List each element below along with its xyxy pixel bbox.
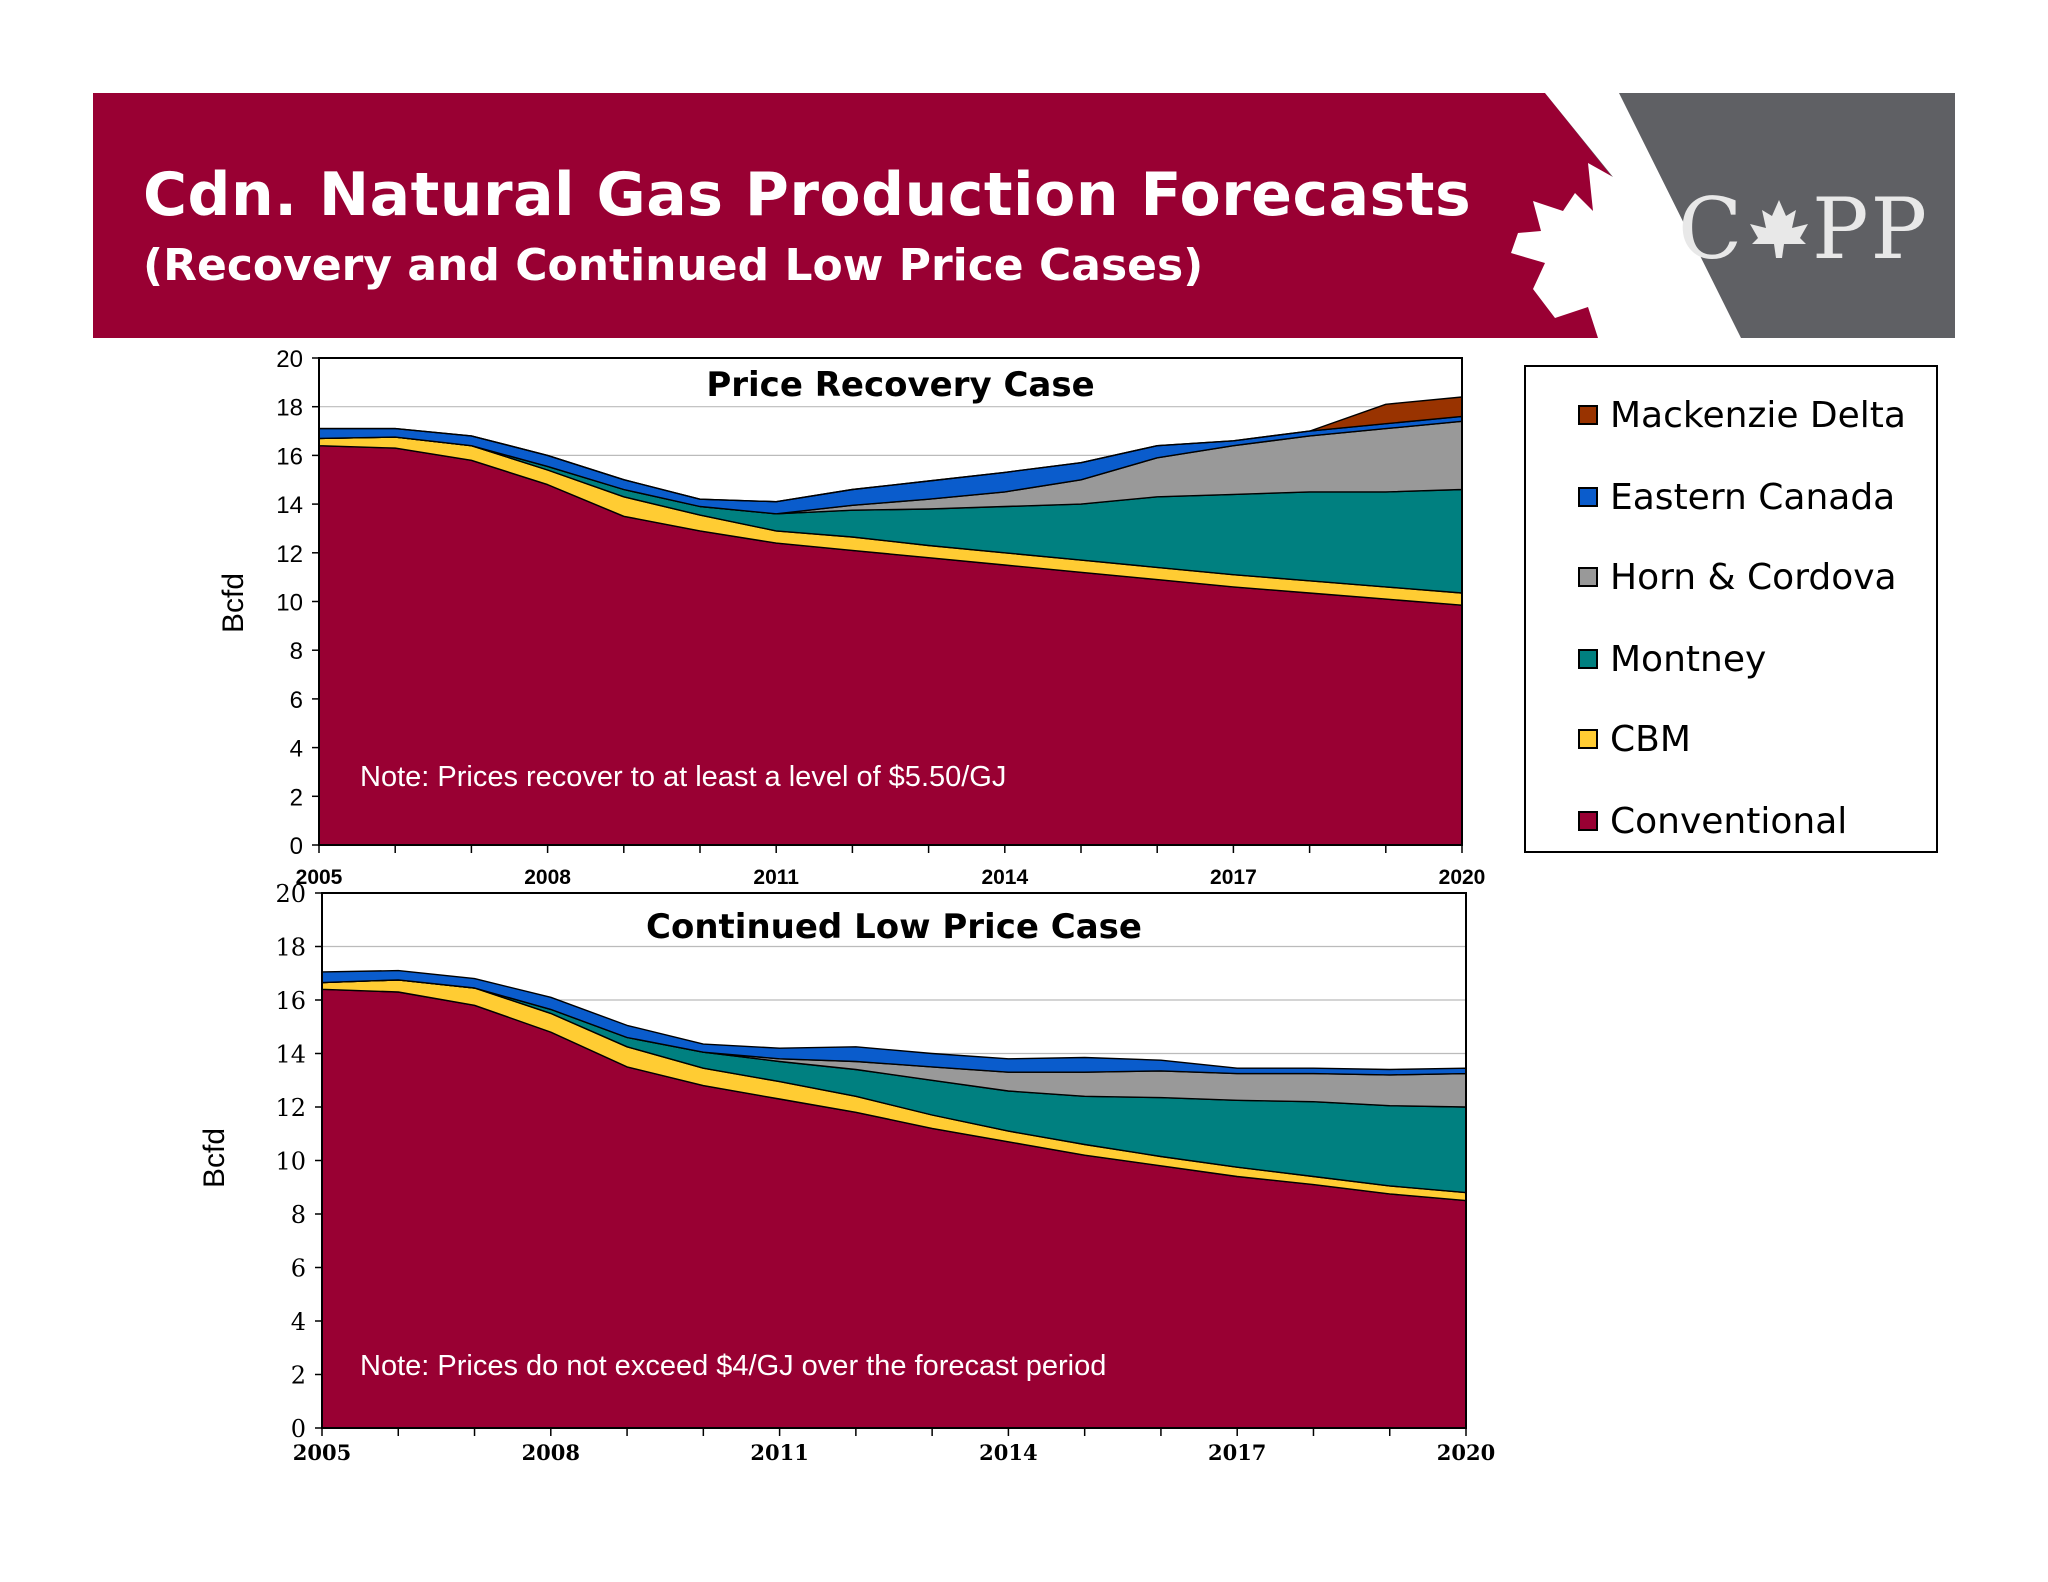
y-tick-label: 10 — [276, 590, 303, 617]
logo-letters-pp: PP — [1812, 180, 1930, 278]
logo-maple-leaf-icon — [1750, 200, 1808, 258]
legend: Mackenzie Delta Eastern Canada Horn & Cord… — [1524, 365, 1938, 853]
legend-label: Mackenzie Delta — [1610, 394, 1906, 436]
y-tick-label: 4 — [290, 736, 303, 763]
chart-note: Note: Prices recover to at least a level… — [360, 761, 1006, 793]
legend-swatch — [1578, 487, 1598, 507]
y-tick-label: 10 — [275, 1148, 306, 1176]
chart-title: Continued Low Price Case — [646, 907, 1142, 947]
chart-price-recovery: 0 2 4 6 8 10 12 14 16 18 20 2005 2008 2011 2014 2017 202… — [217, 346, 1485, 889]
x-tick-label: 2020 — [1439, 866, 1486, 889]
x-tick-label: 2014 — [979, 1440, 1037, 1465]
x-tick-label: 2008 — [524, 866, 571, 889]
y-tick-label: 20 — [276, 346, 303, 373]
legend-swatch — [1578, 729, 1598, 749]
y-tick-label: 14 — [276, 492, 303, 519]
y-axis-label: Bcfd — [217, 573, 250, 633]
y-tick-label: 16 — [276, 443, 303, 470]
x-tick-label: 2011 — [753, 866, 799, 889]
legend-item: Montney — [1578, 637, 1766, 681]
legend-swatch — [1578, 405, 1598, 425]
x-tick-label: 2005 — [296, 866, 343, 889]
y-tick-label: 0 — [291, 1415, 306, 1443]
legend-item: Eastern Canada — [1578, 475, 1895, 519]
legend-label: Conventional — [1610, 800, 1848, 842]
y-tick-label: 20 — [275, 880, 306, 908]
legend-swatch — [1578, 567, 1598, 587]
y-tick-label: 2 — [291, 1362, 306, 1390]
x-tick-label: 2017 — [1208, 1440, 1266, 1465]
chart-continued-low-price: 0 2 4 6 8 10 12 14 16 18 20 2005 2008 2011 2014 2017 202… — [198, 880, 1495, 1465]
legend-label: Montney — [1610, 638, 1767, 680]
y-tick-label: 6 — [290, 687, 303, 714]
y-axis-label: Bcfd — [198, 1128, 231, 1188]
y-tick-label: 18 — [276, 395, 303, 422]
chart-title: Price Recovery Case — [706, 365, 1094, 405]
y-tick-label: 16 — [275, 987, 306, 1015]
legend-label: Horn & Cordova — [1610, 556, 1897, 598]
x-tick-label: 2011 — [750, 1440, 808, 1465]
y-tick-label: 18 — [275, 934, 306, 962]
x-tick-label: 2005 — [293, 1440, 351, 1465]
page-subtitle: (Recovery and Continued Low Price Cases) — [143, 240, 1204, 291]
legend-label: CBM — [1610, 718, 1691, 760]
y-tick-label: 14 — [275, 1041, 306, 1069]
x-tick-label: 2008 — [522, 1440, 580, 1465]
y-tick-label: 6 — [291, 1255, 306, 1283]
y-tick-label: 4 — [291, 1308, 306, 1336]
chart-note: Note: Prices do not exceed $4/GJ over th… — [360, 1350, 1106, 1382]
legend-swatch — [1578, 649, 1598, 669]
legend-item: Conventional — [1578, 799, 1847, 843]
x-tick-label: 2017 — [1210, 866, 1257, 889]
x-tick-label: 2014 — [981, 866, 1028, 889]
y-tick-label: 12 — [276, 541, 303, 568]
legend-item: Horn & Cordova — [1578, 555, 1897, 599]
legend-swatch — [1578, 811, 1598, 831]
y-tick-label: 8 — [291, 1201, 306, 1229]
maple-leaf-icon — [1511, 93, 1741, 338]
y-tick-label: 2 — [290, 784, 303, 811]
y-tick-label: 0 — [290, 833, 303, 860]
legend-item: Mackenzie Delta — [1578, 393, 1906, 437]
header-banner — [93, 93, 1955, 338]
legend-item: CBM — [1578, 717, 1691, 761]
logo-letter-c: C — [1678, 180, 1745, 278]
page-title: Cdn. Natural Gas Production Forecasts — [143, 160, 1472, 230]
x-tick-label: 2020 — [1437, 1440, 1495, 1465]
legend-label: Eastern Canada — [1610, 476, 1896, 518]
y-tick-label: 12 — [275, 1094, 306, 1122]
y-tick-label: 8 — [290, 638, 303, 665]
